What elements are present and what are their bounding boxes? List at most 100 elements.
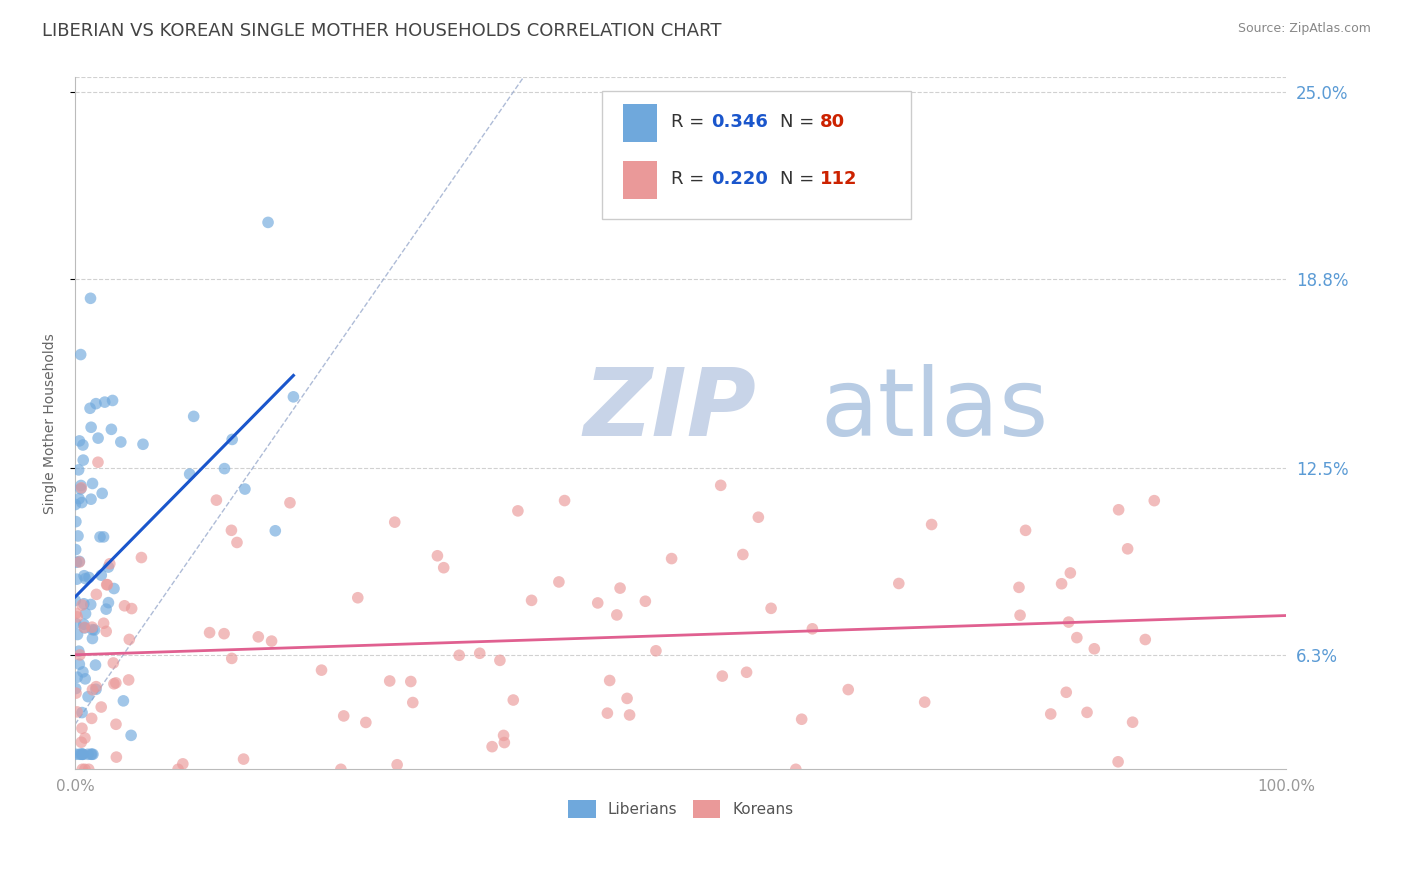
- Point: [83, 623, 105, 637]
- Point: [1059, 566, 1081, 580]
- Point: [221, 524, 243, 538]
- Point: [596, 706, 619, 720]
- Point: [77, 570, 100, 584]
- Point: [65, 747, 87, 762]
- Point: [73, 621, 96, 635]
- Point: [67, 463, 90, 477]
- Point: [65, 607, 87, 621]
- Point: [433, 560, 456, 574]
- Point: [179, 467, 201, 481]
- Point: [67, 554, 90, 568]
- Point: [264, 524, 287, 538]
- Point: [72, 747, 94, 762]
- Point: [921, 517, 943, 532]
- Point: [93, 530, 115, 544]
- Point: [378, 673, 401, 688]
- Point: [914, 695, 936, 709]
- Point: [69, 648, 91, 662]
- Text: LIBERIAN VS KOREAN SINGLE MOTHER HOUSEHOLDS CORRELATION CHART: LIBERIAN VS KOREAN SINGLE MOTHER HOUSEHO…: [42, 22, 721, 40]
- Point: [73, 731, 96, 745]
- Point: [481, 739, 503, 754]
- Point: [1039, 706, 1062, 721]
- Point: [183, 409, 205, 424]
- Point: [1054, 685, 1077, 699]
- Point: [91, 486, 114, 500]
- Point: [80, 711, 103, 725]
- Point: [205, 493, 228, 508]
- Point: [837, 682, 859, 697]
- Point: [332, 709, 354, 723]
- Point: [96, 577, 118, 591]
- Point: [118, 673, 141, 687]
- Point: [72, 438, 94, 452]
- FancyBboxPatch shape: [623, 161, 657, 200]
- Text: R =: R =: [671, 169, 710, 187]
- Point: [384, 515, 406, 529]
- Point: [87, 455, 110, 469]
- Point: [70, 747, 93, 762]
- Point: [66, 529, 89, 543]
- Point: [1008, 580, 1031, 594]
- Point: [402, 696, 425, 710]
- Point: [90, 568, 112, 582]
- FancyBboxPatch shape: [602, 91, 911, 219]
- Point: [86, 587, 108, 601]
- Point: [120, 728, 142, 742]
- Point: [283, 390, 305, 404]
- Point: [103, 582, 125, 596]
- Point: [1014, 524, 1036, 538]
- Point: [1135, 632, 1157, 647]
- Point: [73, 620, 96, 634]
- Point: [70, 598, 93, 612]
- Point: [468, 646, 491, 660]
- Point: [131, 550, 153, 565]
- Point: [661, 551, 683, 566]
- Point: [311, 663, 333, 677]
- Point: [80, 492, 103, 507]
- Point: [77, 762, 100, 776]
- Point: [94, 395, 117, 409]
- Point: [747, 510, 769, 524]
- Point: [67, 555, 90, 569]
- Point: [94, 602, 117, 616]
- Point: [73, 568, 96, 582]
- Text: atlas: atlas: [820, 364, 1049, 456]
- Point: [67, 491, 90, 506]
- Point: [790, 712, 813, 726]
- Point: [73, 597, 96, 611]
- Point: [1050, 576, 1073, 591]
- Point: [65, 498, 87, 512]
- Point: [104, 676, 127, 690]
- Point: [104, 717, 127, 731]
- Point: [72, 453, 94, 467]
- Point: [72, 762, 94, 776]
- Point: [548, 574, 571, 589]
- Point: [257, 215, 280, 229]
- Point: [1143, 493, 1166, 508]
- Point: [759, 601, 782, 615]
- Point: [77, 690, 100, 704]
- Point: [72, 747, 94, 762]
- Point: [399, 674, 422, 689]
- Text: Source: ZipAtlas.com: Source: ZipAtlas.com: [1237, 22, 1371, 36]
- Point: [346, 591, 368, 605]
- Point: [69, 482, 91, 496]
- Point: [70, 706, 93, 720]
- Point: [65, 542, 87, 557]
- Text: 80: 80: [820, 112, 845, 131]
- Point: [233, 482, 256, 496]
- Point: [212, 626, 235, 640]
- Point: [82, 682, 104, 697]
- Point: [616, 691, 638, 706]
- Point: [1057, 615, 1080, 629]
- Point: [172, 756, 194, 771]
- Point: [735, 665, 758, 680]
- Legend: Liberians, Koreans: Liberians, Koreans: [562, 794, 800, 824]
- Point: [65, 593, 87, 607]
- Point: [449, 648, 471, 663]
- Point: [112, 694, 135, 708]
- Point: [96, 577, 118, 591]
- Point: [221, 433, 243, 447]
- Point: [67, 434, 90, 448]
- Point: [887, 576, 910, 591]
